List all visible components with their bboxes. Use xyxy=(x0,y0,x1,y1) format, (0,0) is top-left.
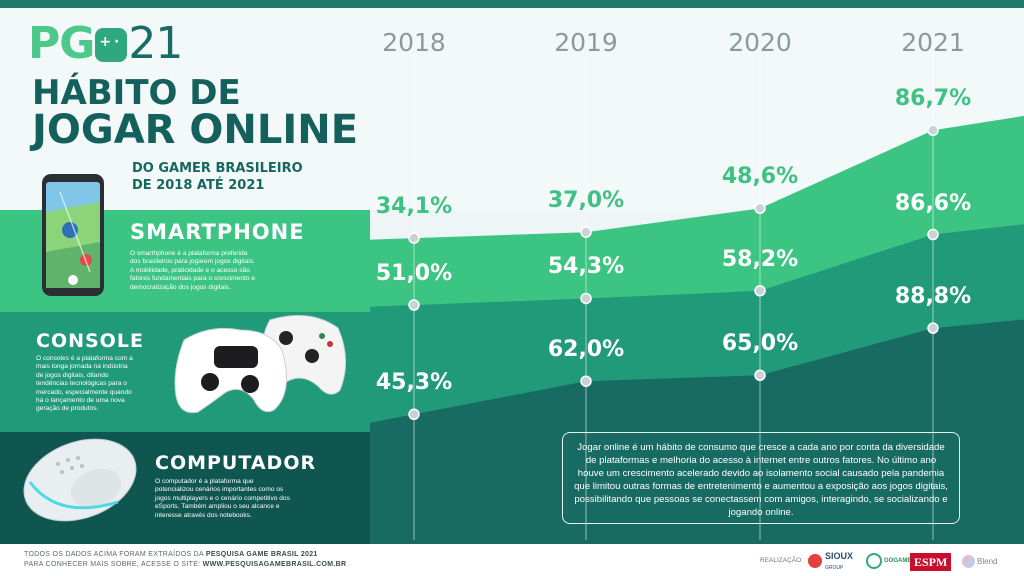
value-label-console-2018: 51,0% xyxy=(375,261,453,287)
value-label-computer-2018: 45,3% xyxy=(375,370,453,396)
value-label-smartphone-2020: 48,6% xyxy=(721,164,799,190)
year-label-2021: 2021 xyxy=(901,28,965,57)
footer-text: TODOS OS DADOS ACIMA FORAM EXTRAÍDOS DA … xyxy=(24,551,347,568)
value-label-computer-2020: 65,0% xyxy=(721,331,799,357)
realizacao-label: REALIZAÇÃO: xyxy=(760,557,803,564)
value-label-console-2021: 86,6% xyxy=(894,190,972,216)
blend-logo: Blend xyxy=(962,551,997,571)
title-line2: JOGAR ONLINE xyxy=(32,107,359,153)
espm-logo: ESPM xyxy=(910,553,952,571)
gamepad-logo-icon xyxy=(95,28,128,62)
marker-console-2021 xyxy=(927,228,939,241)
marker-console-2019 xyxy=(580,292,592,305)
top-bar xyxy=(0,0,1024,8)
footer xyxy=(0,544,1024,576)
marker-console-2018 xyxy=(408,299,420,311)
gogamers-logo: GOGAMERS xyxy=(866,551,920,571)
value-label-console-2020: 58,2% xyxy=(721,246,799,272)
value-label-smartphone-2019: 37,0% xyxy=(547,188,625,214)
marker-computer-2018 xyxy=(408,408,420,421)
logo-prefix: PG xyxy=(28,18,95,69)
segment-desc-smartphone: O smarthphone é a plataforma preferida do… xyxy=(130,250,255,291)
mouse-icon xyxy=(23,438,137,522)
callout-box: Jogar online é um hábito de consumo que … xyxy=(562,432,960,524)
logo-suffix: 21 xyxy=(128,18,183,69)
title-line1: HÁBITO DE xyxy=(32,73,241,113)
gamepad-icon xyxy=(174,315,347,414)
subtitle-line1: DO GAMER BRASILEIRO xyxy=(132,161,303,176)
value-label-computer-2021: 88,8% xyxy=(894,284,972,310)
marker-smartphone-2019 xyxy=(580,226,592,238)
subtitle-line2: DE 2018 ATÉ 2021 xyxy=(132,178,265,193)
value-label-console-2019: 54,3% xyxy=(547,254,625,280)
segment-title-computer: COMPUTADOR xyxy=(155,452,317,474)
sioux-logo: SIOUX GROUP xyxy=(808,551,853,571)
marker-console-2020 xyxy=(754,285,766,297)
smartphone-icon xyxy=(42,174,104,296)
marker-smartphone-2018 xyxy=(408,232,420,244)
year-label-2018: 2018 xyxy=(382,28,446,57)
marker-computer-2019 xyxy=(580,375,592,387)
value-label-smartphone-2018: 34,1% xyxy=(375,194,453,220)
pgb-logo: PG 21 xyxy=(28,18,183,69)
value-label-smartphone-2021: 86,7% xyxy=(894,86,972,112)
marker-smartphone-2021 xyxy=(927,124,939,137)
value-label-computer-2019: 62,0% xyxy=(547,337,625,363)
segment-desc-console: O consoles é a plataforma com a mais long… xyxy=(36,355,133,413)
year-label-2019: 2019 xyxy=(554,28,618,57)
segment-desc-computer: O computador é a plataforma que potencial… xyxy=(155,478,290,519)
segment-title-console: CONSOLE xyxy=(36,330,144,352)
segment-title-smartphone: SMARTPHONE xyxy=(130,220,305,244)
marker-computer-2020 xyxy=(754,369,766,382)
subtitle: DO GAMER BRASILEIRO DE 2018 ATÉ 2021 xyxy=(132,160,303,194)
marker-smartphone-2020 xyxy=(754,202,766,215)
marker-computer-2021 xyxy=(927,322,939,334)
year-label-2020: 2020 xyxy=(728,28,792,57)
site-link[interactable]: WWW.PESQUISAGAMEBRASIL.COM.BR xyxy=(202,561,347,568)
